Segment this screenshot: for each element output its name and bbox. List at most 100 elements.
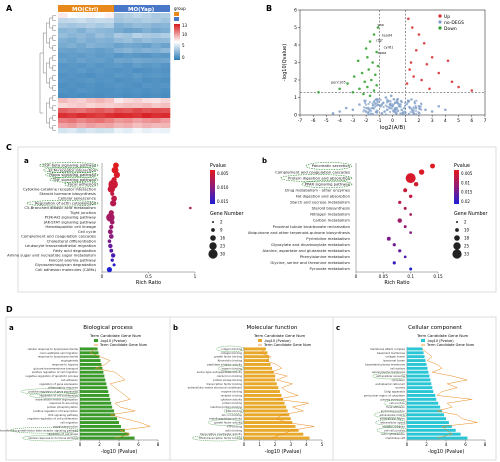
category-label: TEAD transcription factor binding [199,436,243,440]
gene-num-line [259,348,315,439]
x-tick-label: 3 [431,118,434,124]
heatmap-cell [123,78,133,84]
heatmap-cell [132,128,143,134]
size-legend-label: 33 [464,252,470,257]
x-tick-label: 0.1 [407,274,414,279]
heatmap-cell [95,53,105,59]
bar [244,421,293,425]
volcano-point-no-degs [367,102,370,106]
panel-c-frame [17,146,497,293]
heatmap-cell [160,53,171,59]
x-tick-label: 0.15 [433,274,443,279]
volcano-point-down [368,94,372,98]
heatmap-cell [76,53,87,59]
x-tick-label: 3 [290,442,293,447]
size-legend-label: 2 [464,220,467,225]
x-tick-label: 0 [406,442,409,447]
legend-swatch-ctrl [174,12,179,16]
heatmap-cell [160,83,171,89]
volcano-point-no-degs [415,112,418,115]
volcano-point-no-degs [331,111,335,115]
heatmap-scale-tick: 0 [182,55,185,60]
category-label: collagen trimer [385,355,406,359]
x-tick-label: 2 [98,442,101,447]
volcano-point-no-degs [408,113,411,116]
volcano-point-no-degs [368,100,372,104]
x-tick-label: -5 [324,118,329,124]
heatmap-cell [95,13,105,19]
heatmap-cell [132,68,143,74]
highlight-ellipse [191,434,245,442]
heatmap-cell [132,13,143,19]
panel-label-Ca: a [24,157,29,165]
heatmap-cell [76,108,87,114]
group-bar-ctrl [58,5,114,12]
dot [113,171,121,178]
heatmap-cell [58,123,68,129]
x-tick-label: 2 [274,442,277,447]
dot [110,191,115,196]
x-tick-label: -3 [351,118,356,124]
pvalue-tick-label: 0.015 [217,199,229,204]
heatmap-cell [58,13,68,19]
volcano-point-down [366,85,369,89]
volcano-point-down [371,61,374,64]
heatmap-cell [160,23,171,29]
size-legend-label: 25 [464,244,470,249]
category-label: Hematopoietic cell lineage [45,224,96,229]
category-label: negative regulation of apoptotic process [25,374,78,378]
bar [407,397,437,401]
volcano-point-no-degs [430,110,434,113]
category-label: JAK-STAT signaling pathway [43,219,97,224]
heatmap-cell [160,118,171,124]
heatmap-colorscale [174,24,180,60]
category-label: response to wounding [49,401,78,405]
heatmap-cell [104,18,115,24]
bar [80,413,116,417]
highlight-ellipse [372,372,408,380]
heatmap-cell [123,113,133,119]
volcano-point-no-degs [372,100,375,104]
volcano-point-no-degs [393,109,396,112]
heatmap-cell [86,83,96,89]
category-label: integrin binding [221,347,242,351]
bar [407,413,445,417]
y-tick-label: 3 [294,60,297,66]
category-label: receptor binding [221,393,243,397]
volcano-point-no-degs [392,103,395,106]
chart-title: Biological process [83,325,133,331]
heatmap-cell [86,13,96,19]
heatmap-cell [104,88,115,94]
category-label: negative regulation of cell proliferatio… [27,417,78,421]
highlight-ellipse [373,411,408,418]
x-tick-label: 4 [445,442,448,447]
volcano-point-no-degs [373,107,376,110]
heatmap-cell [76,113,87,119]
bar [80,405,113,409]
heatmap-cell [160,113,171,119]
heatmap-cell [142,88,152,94]
x-tick-label: 0 [243,442,246,447]
dendrogram-branch [52,55,56,61]
bar [80,355,100,359]
heatmap-cell [95,68,105,74]
highlight-ellipse [375,419,408,426]
pvalue-tick-label: 0.005 [217,171,229,176]
x-tick-label: 5 [321,442,324,447]
bar [244,405,287,409]
heatmap-cell [114,23,124,29]
category-label: metallopeptidase activity [209,417,242,421]
heatmap-cell [114,28,124,34]
bar [407,347,423,351]
y-tick-label: 2 [294,78,297,84]
heatmap-cell [132,88,143,94]
volcano-point-no-degs [389,94,393,98]
category-label: cell surface [390,366,405,370]
category-label: TGF-beta signaling pathway [42,163,97,168]
heatmap-cell [104,33,115,39]
heatmap-cell [67,33,77,39]
heatmap-cell [104,108,115,114]
volcano-point-down [367,68,371,71]
volcano-point-down [374,73,377,77]
